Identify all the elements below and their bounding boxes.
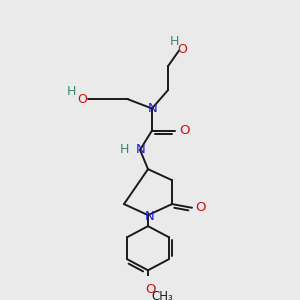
Text: H: H xyxy=(169,35,179,48)
Text: H: H xyxy=(120,143,129,156)
Text: O: O xyxy=(179,124,189,137)
Text: O: O xyxy=(145,283,155,296)
Text: N: N xyxy=(136,143,146,156)
Text: N: N xyxy=(148,102,158,115)
Text: O: O xyxy=(77,93,87,106)
Text: O: O xyxy=(177,43,187,56)
Text: N: N xyxy=(145,211,155,224)
Text: CH₃: CH₃ xyxy=(151,290,173,300)
Text: O: O xyxy=(196,201,206,214)
Text: H: H xyxy=(67,85,76,98)
